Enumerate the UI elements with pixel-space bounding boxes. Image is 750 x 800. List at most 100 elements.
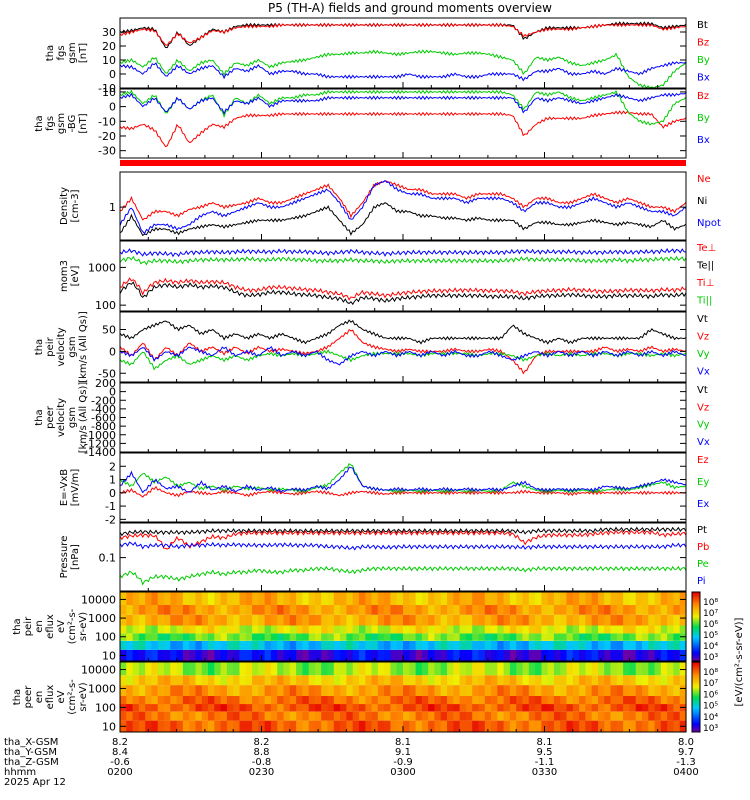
legend-entry: Ni: [697, 196, 707, 207]
colorbar-segment: [692, 609, 700, 611]
colorbar-segment: [692, 656, 700, 658]
y-tick-label: 100: [95, 701, 116, 714]
heatmap-cell: [440, 685, 448, 696]
heatmap-cell: [598, 605, 605, 615]
heatmap-cell: [415, 711, 423, 721]
heatmap-cell: [472, 711, 480, 721]
heatmap-cell: [365, 640, 373, 650]
heatmap-cell: [522, 605, 530, 615]
heatmap-cell: [396, 685, 404, 696]
heatmap-cell: [145, 662, 153, 676]
heatmap-cell: [610, 696, 618, 705]
colorbar-segment: [692, 605, 700, 607]
heatmap-cell: [195, 685, 203, 696]
heatmap-cell: [145, 614, 153, 626]
y-axis-label: gsm: [67, 336, 78, 357]
heatmap-cell: [566, 633, 574, 641]
y-axis-label: E=-VxB: [59, 469, 70, 506]
heatmap-cell: [340, 625, 347, 634]
heatmap-cell: [591, 592, 599, 605]
heatmap-cell: [208, 675, 215, 686]
heatmap-cell: [541, 685, 549, 696]
heatmap-cell: [226, 649, 234, 661]
panel-frame: [119, 382, 687, 453]
heatmap-cell: [522, 711, 530, 721]
legend-entry: Vz: [697, 332, 709, 343]
colorbar-segment: [692, 596, 700, 598]
heatmap-cell: [365, 662, 373, 676]
heatmap-cell: [270, 662, 278, 676]
y-tick-label: -10: [98, 115, 116, 128]
heatmap-cell: [390, 685, 398, 696]
heatmap-cell: [434, 592, 442, 605]
heatmap-cell: [667, 605, 674, 615]
heatmap-cell: [270, 711, 278, 721]
heatmap-cell: [327, 614, 335, 626]
heatmap-cell: [195, 696, 203, 705]
heatmap-cell: [472, 592, 480, 605]
heatmap-cell: [258, 711, 266, 721]
heatmap-cell: [553, 592, 561, 605]
heatmap-cell: [623, 640, 630, 650]
bottom-tick-value: 8.1: [395, 737, 411, 748]
heatmap-cell: [214, 720, 222, 732]
heatmap-cell: [421, 711, 429, 721]
heatmap-cell: [560, 605, 568, 615]
heatmap-cell: [610, 614, 618, 626]
y-tick-label: -1000: [84, 429, 116, 442]
heatmap-cell: [654, 633, 662, 641]
heatmap-cell: [315, 696, 322, 705]
heatmap-cell: [201, 720, 209, 732]
heatmap-cell: [220, 675, 228, 686]
colorbar-segment: [692, 712, 700, 714]
y-axis-label: [eV]: [70, 266, 81, 287]
heatmap-cell: [642, 711, 649, 721]
heatmap-cell: [579, 675, 586, 686]
heatmap-cell: [679, 675, 687, 686]
heatmap-cell: [509, 696, 517, 705]
colorbar: 10⁸10⁷10⁶10⁵10⁴10³10⁸10⁷10⁶10⁵10⁴10³[eV/…: [691, 591, 745, 734]
bottom-tick-value: 0330: [532, 767, 557, 778]
heatmap-cell: [321, 633, 329, 641]
heatmap-cell: [610, 592, 618, 605]
heatmap-cell: [214, 614, 222, 626]
y-axis-label: tha: [45, 45, 56, 61]
heatmap-cell: [667, 649, 674, 661]
heatmap-cell: [201, 662, 209, 676]
heatmap-cell: [340, 720, 347, 732]
bottom-tick-value: 9.1: [395, 747, 411, 758]
heatmap-cell: [245, 704, 253, 712]
heatmap-cell: [572, 675, 580, 686]
heatmap-cell: [553, 711, 561, 721]
heatmap-cell: [126, 704, 134, 712]
legend-entry: Ex: [697, 499, 709, 510]
heatmap-cell: [182, 625, 190, 634]
colorbar-segment: [692, 693, 700, 695]
heatmap-cell: [484, 640, 492, 650]
heatmap-cell: [352, 685, 360, 696]
heatmap-cell: [145, 720, 153, 732]
heatmap-cell: [315, 662, 322, 676]
heatmap-cell: [170, 614, 178, 626]
heatmap-cell: [472, 720, 480, 732]
heatmap-cell: [214, 711, 222, 721]
heatmap-cell: [516, 592, 524, 605]
heatmap-cell: [264, 685, 272, 696]
heatmap-cell: [233, 675, 241, 686]
series-line-peir_velocity-Vx: [119, 345, 687, 366]
heatmap-cell: [170, 711, 178, 721]
heatmap-cell: [491, 704, 498, 712]
heatmap-cell: [151, 592, 159, 605]
heatmap-cell: [440, 720, 448, 732]
heatmap-cell: [491, 649, 498, 661]
heatmap-cell: [214, 633, 222, 641]
heatmap-cell: [679, 662, 687, 676]
heatmap-cell: [296, 614, 303, 626]
heatmap-cell: [434, 662, 442, 676]
heatmap-cell: [453, 640, 461, 650]
heatmap-cell: [396, 592, 404, 605]
heatmap-cell: [377, 704, 385, 712]
y-tick-label: -30: [98, 145, 116, 158]
series-line-pressure-Pi: [119, 541, 687, 551]
